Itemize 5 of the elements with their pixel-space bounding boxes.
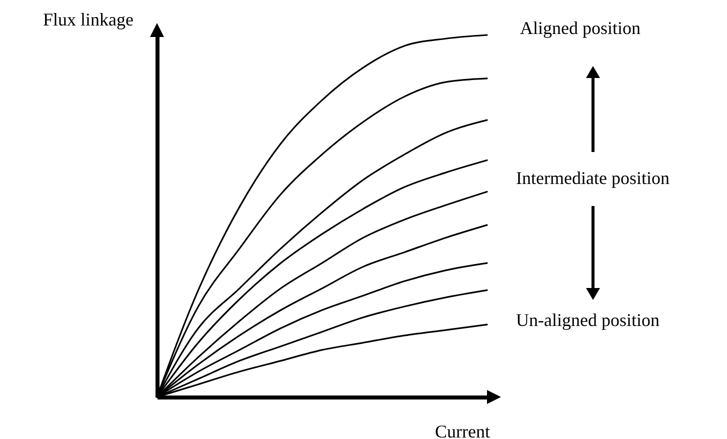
text: Aligned position (520, 18, 640, 39)
x-axis-title: Current (435, 422, 490, 439)
text: Intermediate position (516, 168, 670, 189)
text: Un-aligned position (516, 310, 660, 331)
y-axis-title: Flux linkage (43, 10, 134, 30)
